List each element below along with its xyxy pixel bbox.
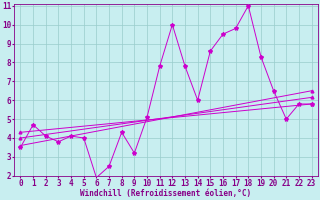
X-axis label: Windchill (Refroidissement éolien,°C): Windchill (Refroidissement éolien,°C) <box>80 189 252 198</box>
